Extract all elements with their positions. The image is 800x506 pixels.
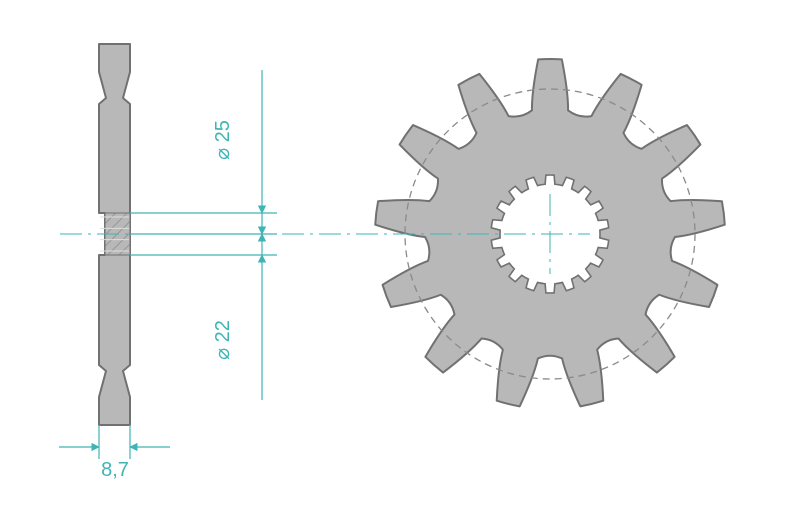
dimension-label-dia25: ⌀ 25 — [212, 120, 234, 160]
dimension-label-dia22: ⌀ 22 — [212, 320, 234, 360]
dimensions: ⌀ 25 ⌀ 22 8,7 — [59, 70, 277, 481]
dimension-label-width8_7: 8,7 — [101, 459, 129, 481]
technical-drawing: ⌀ 25 ⌀ 22 8,7 — [0, 0, 800, 506]
